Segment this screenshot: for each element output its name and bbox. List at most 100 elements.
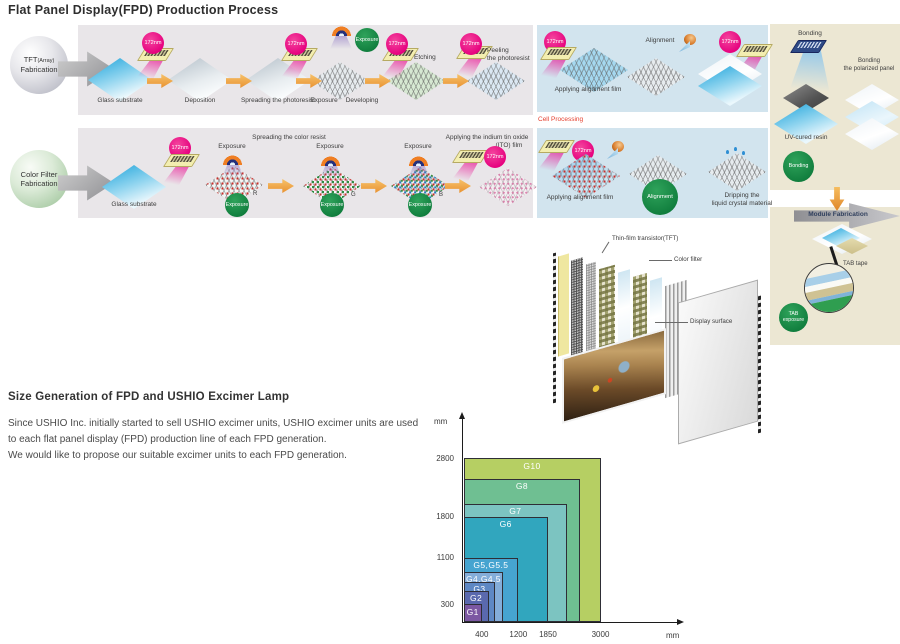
lcd-film-edge-left xyxy=(553,252,556,404)
step-label-etching: Etching xyxy=(414,54,436,61)
tab-exposure-line2: exposure xyxy=(782,316,805,323)
exposure-lamp-icon xyxy=(332,25,351,36)
x-axis-arrowhead xyxy=(677,619,684,626)
lcd-polarizer-layer xyxy=(571,257,583,361)
alignment-brush-icon xyxy=(607,141,625,160)
lamp-body xyxy=(162,154,201,167)
size-section-heading: Size Generation of FPD and USHIO Excimer… xyxy=(8,391,290,403)
excimer-lamp-icon xyxy=(537,45,578,81)
alignment-brush-icon xyxy=(679,34,697,53)
y-axis-unit: mm xyxy=(434,417,448,426)
chart-rect-label: G10 xyxy=(523,460,541,471)
size-section-paragraphs: Since USHIO Inc. initially started to se… xyxy=(8,416,420,464)
y-axis xyxy=(462,418,464,623)
lamp-body xyxy=(789,40,828,53)
size-section-paragraph-2: We would like to propose our suitable ex… xyxy=(8,450,347,461)
tft-source-line2: Fabrication xyxy=(20,65,58,75)
cf-source-line1: Color Filter xyxy=(20,169,58,179)
y-tick-label: 1100 xyxy=(436,553,454,563)
x-tick-label: 1850 xyxy=(539,630,557,639)
module-fabrication-title: Module Fabrication xyxy=(808,211,868,218)
y-tick-label: 300 xyxy=(440,599,454,609)
ito-label-1: Applying the indium tin oxide xyxy=(445,134,529,141)
liquid-crystal-drop xyxy=(726,150,729,154)
exposure-label: Exposure xyxy=(316,143,344,150)
lamp-172nm-badge: 172nm xyxy=(719,31,741,53)
excimer-lamp-icon xyxy=(379,46,420,82)
module-tab-diamond xyxy=(836,238,868,254)
tab-magnifier xyxy=(804,263,854,313)
exposure-lamp-glow xyxy=(222,163,244,177)
y-tick-label: 1800 xyxy=(436,512,454,522)
chart-rect-label: G7 xyxy=(509,506,522,517)
resist-letter-g: G xyxy=(351,192,356,198)
exposure-lamp-icon xyxy=(409,155,428,166)
step-label-spreading: Spreading the photoresist xyxy=(240,97,316,104)
step-label-glass-2: Glass substrate xyxy=(111,201,157,208)
step-label-deposition: Deposition xyxy=(184,97,216,104)
chart-plot: mm mm G10 G8 G7 G6 G5,G5.5 G4,G4.5 G3 G2 G1 400 12… xyxy=(420,410,700,644)
bonding-lamp-icon xyxy=(787,38,830,94)
lcd-display-surface-leader xyxy=(655,322,688,323)
cell-processing-caption: Cell Processing xyxy=(538,116,584,123)
lamp-172nm-badge: 172nm xyxy=(285,33,307,55)
exposure-badge: Exposure xyxy=(320,193,344,217)
uv-cured-resin-label: UV-cured resin xyxy=(784,134,828,141)
alignment-label: Alignment xyxy=(645,37,675,44)
y-axis-arrowhead xyxy=(459,412,466,419)
tft-source-line1: TFT(Array) xyxy=(23,55,55,65)
lamp-body xyxy=(539,47,578,60)
exposure-lamp-glow xyxy=(408,164,430,178)
resist-letter-b: B xyxy=(439,192,444,198)
lamp-172nm-badge: 172nm xyxy=(484,146,506,168)
step-label-developing: Developing xyxy=(345,97,379,104)
excimer-lamp-icon xyxy=(535,138,576,174)
chart-rect-label: G1 xyxy=(466,606,479,617)
excimer-lamp-icon xyxy=(134,46,175,82)
lcd-backlight-layer xyxy=(558,253,569,357)
applying-alignment-label-2: Applying alignment film xyxy=(546,194,614,201)
cf-source-line2: Fabrication xyxy=(20,179,58,188)
spreading-color-resist-header: Spreading the color resist xyxy=(252,134,326,141)
exposure-badge: Exposure xyxy=(225,193,249,217)
exposure-lamp-glow xyxy=(330,35,352,49)
lamp-172nm-badge: 172nm xyxy=(460,33,482,55)
liquid-crystal-drop xyxy=(742,151,745,155)
polarized-panel-label-2: the polarized panel xyxy=(843,66,895,72)
excimer-lamp-icon xyxy=(453,44,494,80)
dripping-label-1: Dripping the xyxy=(724,192,760,199)
exposure-badge: Exposure xyxy=(355,28,379,52)
step-label-peeling-1: Peeling xyxy=(487,47,509,54)
chart-rect-label: G8 xyxy=(515,481,529,491)
lcd-tft-label: Thin-film transistor(TFT) xyxy=(612,235,679,242)
polarized-panel-label-1: Bonding xyxy=(857,58,881,64)
lamp-172nm-badge: 172nm xyxy=(386,33,408,55)
exposure-label: Exposure xyxy=(218,143,246,150)
chart-rect-label: G5,G5.5 xyxy=(473,560,509,571)
excimer-lamp-icon xyxy=(278,46,319,82)
chart-rect-label: G3 xyxy=(473,584,486,595)
excimer-lamp-icon xyxy=(160,152,201,188)
bonding-badge: Bonding xyxy=(783,151,814,182)
exposure-lamp-icon xyxy=(223,154,242,165)
tab-exposure-badge: TAB exposure xyxy=(779,303,808,332)
lcd-color-filter-label: Color filter xyxy=(674,256,703,263)
tab-exposure-line1: TAB xyxy=(788,310,799,317)
y-tick-label: 2800 xyxy=(436,453,454,463)
step-label-peeling-2: the photoresist xyxy=(487,55,530,62)
x-tick-label: 400 xyxy=(475,630,489,639)
exposure-label: Exposure xyxy=(404,143,432,150)
applying-alignment-label: Applying alignment film xyxy=(554,86,622,93)
x-axis xyxy=(462,622,678,624)
resist-letter-r: R xyxy=(253,191,258,197)
dripping-label-2: liquid crystal material xyxy=(711,200,773,207)
x-tick-label: 1200 xyxy=(509,630,528,639)
x-axis-unit: mm xyxy=(666,631,680,640)
lcd-color-filter-leader xyxy=(649,260,672,261)
lcd-film-edge-right xyxy=(758,294,761,434)
page-title: Flat Panel Display(FPD) Production Proce… xyxy=(8,3,279,17)
alignment-badge: Alignment xyxy=(642,179,678,215)
chart-rect-label: G4,G4.5 xyxy=(466,574,501,585)
chart-rect-label: G2 xyxy=(469,593,483,604)
lamp-body xyxy=(735,44,774,57)
